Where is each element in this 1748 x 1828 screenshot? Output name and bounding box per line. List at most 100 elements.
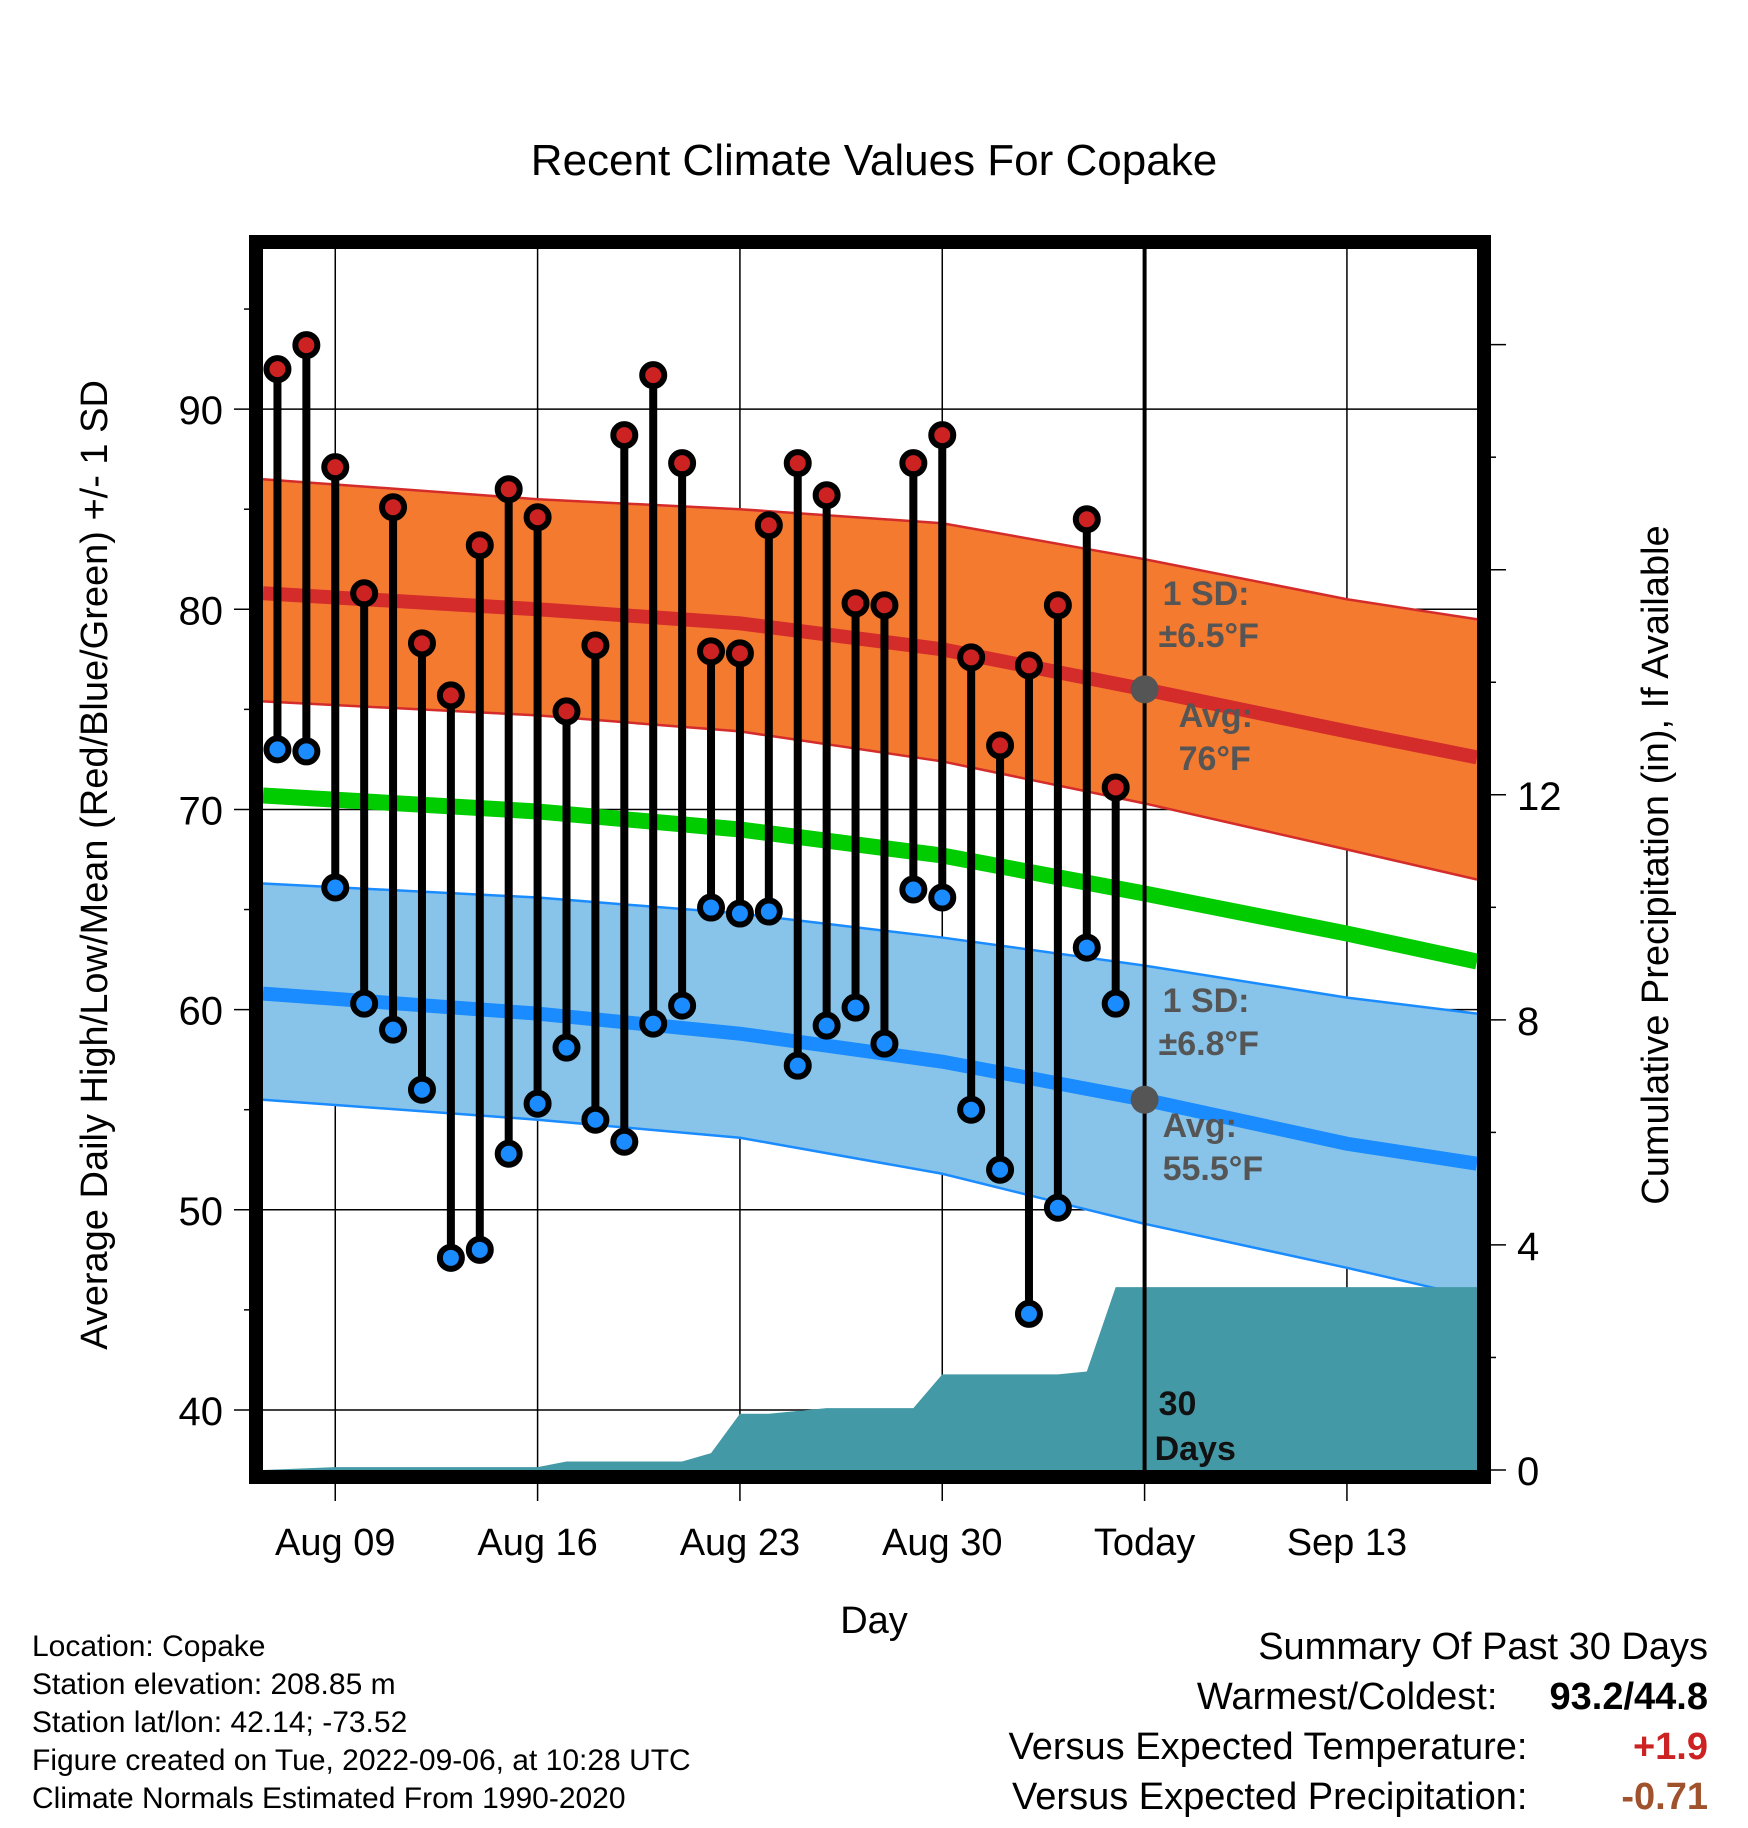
observed-low-point <box>523 1089 552 1118</box>
observed-low-point <box>783 1051 812 1080</box>
warm-cold-value: 93.2/44.8 <box>1549 1676 1708 1718</box>
observed-low-point <box>754 897 783 926</box>
observed-low-point <box>1043 1193 1072 1222</box>
observed-low-point <box>436 1243 465 1272</box>
y2-tick-label: 8 <box>1517 1000 1539 1044</box>
days-count-label: 30 <box>1159 1385 1197 1423</box>
observed-high-point <box>928 421 957 450</box>
today-high-avg-marker <box>1130 675 1159 704</box>
y-tick-label: 50 <box>179 1190 224 1234</box>
observed-low-point <box>928 883 957 912</box>
y-tick-label: 60 <box>179 990 224 1034</box>
observed-high-point <box>783 449 812 478</box>
plot-area: 1 SD: ±6.5°F Avg: 76°F 1 SD: ±6.8°F Avg: 55.5°F… <box>179 235 1562 1564</box>
observed-high-point <box>581 631 610 660</box>
low-sd-label: 1 SD: <box>1163 982 1250 1020</box>
high-sd-value: ±6.5°F <box>1159 617 1259 655</box>
observed-high-point <box>812 481 841 510</box>
chart-title: Recent Climate Values For Copake <box>531 136 1217 185</box>
observed-high-point <box>610 421 639 450</box>
observed-high-point <box>957 643 986 672</box>
observed-low-point <box>552 1033 581 1062</box>
low-sd-band <box>263 883 1477 1298</box>
plot-frame <box>249 235 1491 1484</box>
x-tick-label: Aug 09 <box>275 1522 395 1564</box>
latlon-text: Station lat/lon: 42.14; -73.52 <box>32 1706 408 1739</box>
observed-high-point <box>725 639 754 668</box>
observed-high-point <box>1101 773 1130 802</box>
observed-low-point <box>494 1139 523 1168</box>
observed-low-point <box>812 1011 841 1040</box>
observed-low-point <box>870 1029 899 1058</box>
low-sd-lower-edge <box>263 1098 1477 1300</box>
observed-low-point <box>1072 933 1101 962</box>
created-text: Figure created on Tue, 2022-09-06, at 10… <box>32 1744 691 1777</box>
observed-low-point <box>957 1095 986 1124</box>
days-word-label: Days <box>1155 1430 1236 1468</box>
observed-low-point <box>292 737 321 766</box>
y-tick-label: 90 <box>179 389 224 433</box>
high-sd-band <box>263 479 1477 880</box>
observed-low-point <box>407 1075 436 1104</box>
observed-high-point <box>841 589 870 618</box>
elevation-text: Station elevation: 208.85 m <box>32 1668 396 1701</box>
summary-warm-cold-row: Warmest/Coldest: 93.2/44.8 <box>1009 1672 1708 1722</box>
y2-tick-label: 0 <box>1517 1450 1539 1494</box>
observed-high-point <box>986 731 1015 760</box>
summary-title: Summary Of Past 30 Days <box>1258 1626 1708 1668</box>
high-avg-value: 76°F <box>1179 740 1251 778</box>
summary-panel: Summary Of Past 30 Days Warmest/Coldest:… <box>1009 1622 1708 1822</box>
x-tick-label: Today <box>1094 1522 1195 1564</box>
observed-high-point <box>1043 591 1072 620</box>
observed-high-point <box>1072 505 1101 534</box>
y-axis-label: Average Daily High/Low/Mean (Red/Blue/Gr… <box>74 380 116 1350</box>
warm-cold-label: Warmest/Coldest: <box>1196 1676 1498 1718</box>
high-sd-label: 1 SD: <box>1163 575 1250 613</box>
observed-low-point <box>899 875 928 904</box>
plot-content: 1 SD: ±6.5°F Avg: 76°F 1 SD: ±6.8°F Avg: 55.5°F… <box>263 249 1477 1470</box>
observed-high-point <box>321 453 350 482</box>
normals-text: Climate Normals Estimated From 1990-2020 <box>32 1782 626 1815</box>
summary-temp-row: Versus Expected Temperature: +1.9 <box>1009 1722 1708 1772</box>
observed-low-point <box>379 1015 408 1044</box>
station-info: Location: Copake Station elevation: 208.… <box>32 1628 691 1818</box>
observed-low-point <box>725 899 754 928</box>
y-tick-label: 80 <box>179 589 224 633</box>
observed-high-point <box>870 591 899 620</box>
low-sd-value: ±6.8°F <box>1159 1025 1259 1063</box>
observed-low-point <box>581 1105 610 1134</box>
location-text: Location: Copake <box>32 1630 266 1663</box>
observed-low-point <box>465 1235 494 1264</box>
observed-high-point <box>1014 651 1043 680</box>
observed-low-point <box>986 1155 1015 1184</box>
x-axis-label: Day <box>840 1600 908 1642</box>
low-avg-value: 55.5°F <box>1163 1150 1264 1188</box>
observed-low-point <box>263 735 292 764</box>
observed-high-point <box>552 697 581 726</box>
observed-low-point <box>321 873 350 902</box>
observed-high-point <box>350 579 379 608</box>
y2-axis-label: Cumulative Precipitation (in), If Availa… <box>1635 525 1677 1204</box>
observed-low-point <box>841 993 870 1022</box>
observed-high-point <box>292 331 321 360</box>
observed-low-point <box>639 1009 668 1038</box>
y2-tick-label: 12 <box>1517 775 1562 819</box>
observed-low-point <box>610 1127 639 1156</box>
observed-high-point <box>668 449 697 478</box>
precip-label: Versus Expected Precipitation: <box>1012 1776 1528 1818</box>
observed-high-point <box>465 531 494 560</box>
x-tick-label: Aug 23 <box>680 1522 800 1564</box>
temp-label: Versus Expected Temperature: <box>1008 1726 1528 1768</box>
precip-value: -0.71 <box>1621 1776 1708 1818</box>
observed-high-point <box>697 637 726 666</box>
observed-low-point <box>1014 1299 1043 1328</box>
temp-value: +1.9 <box>1632 1726 1708 1768</box>
today-low-avg-marker <box>1130 1085 1159 1114</box>
observed-high-point <box>407 629 436 658</box>
precip-area <box>263 1287 1477 1470</box>
summary-precip-row: Versus Expected Precipitation: -0.71 <box>1009 1772 1708 1822</box>
observed-high-point <box>523 503 552 532</box>
observed-high-point <box>754 511 783 540</box>
y-tick-label: 40 <box>179 1390 224 1434</box>
observed-low-point <box>350 989 379 1018</box>
